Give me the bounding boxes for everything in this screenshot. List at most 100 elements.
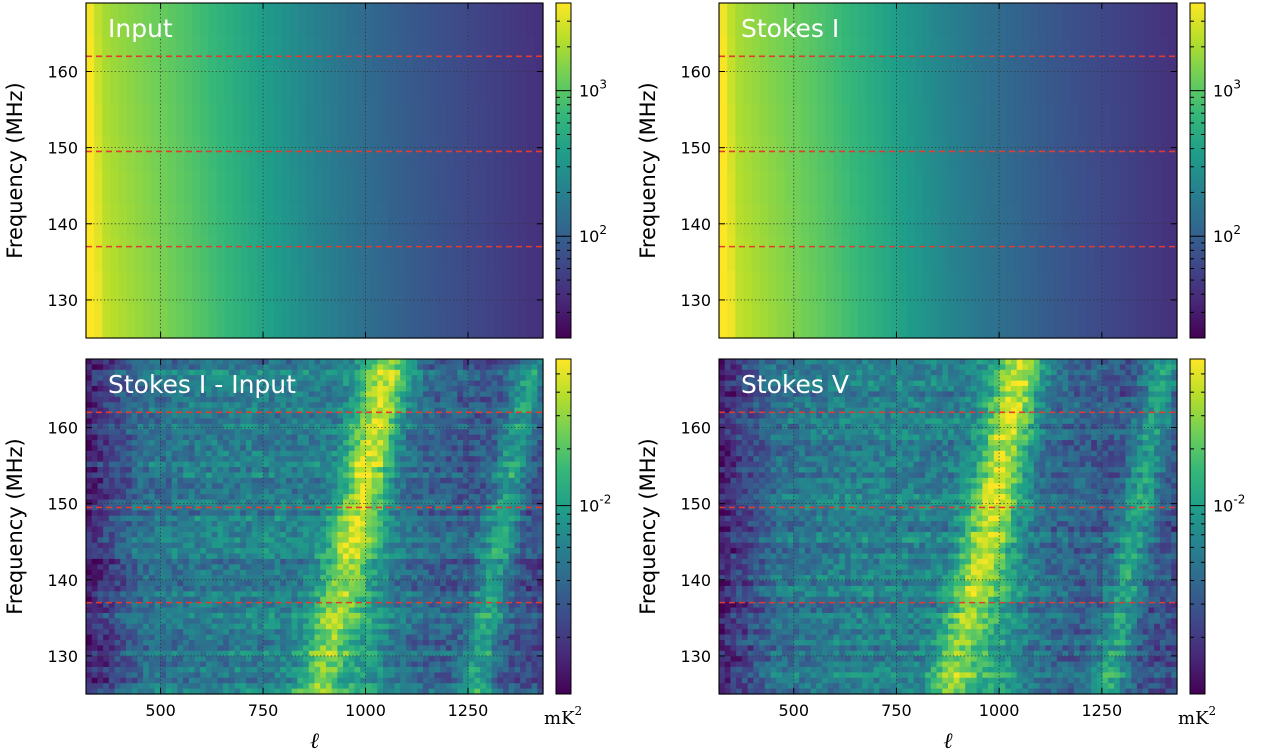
heatmap-cell	[759, 137, 769, 172]
heatmap-cell	[1136, 70, 1145, 105]
heatmap-cell	[1062, 170, 1072, 205]
heatmap-cell	[125, 359, 133, 365]
heatmap-cell	[125, 564, 133, 571]
heatmap-cell	[137, 542, 144, 549]
heatmap-cell	[360, 391, 367, 398]
heatmap-cell	[461, 70, 471, 105]
heatmap-cell	[205, 526, 213, 533]
heatmap-cell	[167, 137, 177, 172]
heatmap-cell	[211, 375, 218, 382]
heatmap-cell	[508, 499, 516, 506]
heatmap-cell	[365, 494, 373, 501]
heatmap-cell	[245, 467, 253, 474]
heatmap-cell	[148, 548, 156, 555]
heatmap-cell	[314, 70, 324, 105]
heatmap-cell	[405, 558, 413, 565]
heatmap-cell	[108, 380, 116, 387]
heatmap-cell	[183, 396, 190, 403]
heatmap-cell	[240, 504, 247, 511]
heatmap-cell	[223, 553, 230, 560]
heatmap-cell	[97, 364, 104, 371]
heatmap-cell	[308, 359, 316, 365]
heatmap-cell	[308, 364, 316, 371]
heatmap-cell	[1070, 237, 1080, 272]
heatmap-cell	[939, 204, 949, 239]
heatmap-cell	[331, 596, 338, 603]
heatmap-cell	[343, 591, 350, 598]
heatmap-cell	[102, 237, 112, 272]
heatmap-cell	[200, 391, 207, 398]
heatmap-cell	[404, 36, 414, 71]
heatmap-cell	[194, 375, 201, 382]
heatmap-cell	[297, 386, 304, 393]
heatmap-cell	[273, 137, 283, 172]
heatmap-cell	[273, 70, 283, 105]
heatmap-cell	[491, 423, 498, 430]
heatmap-cell	[188, 515, 196, 522]
heatmap-cell	[808, 170, 818, 205]
heatmap-cell	[445, 483, 453, 490]
heatmap-cell	[194, 391, 201, 398]
heatmap-cell	[400, 558, 407, 565]
heatmap-cell	[440, 461, 447, 468]
heatmap-cell	[514, 548, 521, 555]
heatmap-cell	[457, 585, 464, 592]
heatmap-cell	[451, 380, 458, 387]
heatmap-cell	[165, 558, 173, 565]
heatmap-cell	[453, 3, 462, 38]
heatmap-cell	[503, 445, 510, 452]
heatmap-cell	[118, 3, 128, 38]
heatmap-cell	[205, 515, 213, 522]
heatmap-cell	[200, 504, 207, 511]
heatmap-cell	[200, 413, 207, 420]
heatmap-cell	[303, 364, 310, 371]
heatmap-cell	[223, 423, 230, 430]
heatmap-cell	[727, 3, 736, 38]
heatmap-cell	[97, 396, 104, 403]
heatmap-cell	[257, 456, 264, 463]
heatmap-cell	[108, 575, 116, 582]
heatmap-cell	[394, 477, 401, 484]
heatmap-cell	[751, 304, 761, 339]
heatmap-cell	[263, 461, 270, 468]
heatmap-cell	[337, 461, 344, 468]
heatmap-cell	[280, 407, 287, 414]
heatmap-cell	[91, 477, 99, 484]
heatmap-cell	[143, 472, 150, 479]
heatmap-cell	[400, 499, 407, 506]
heatmap-cell	[303, 499, 310, 506]
heatmap-cell	[114, 585, 121, 592]
heatmap-cell	[423, 531, 430, 538]
heatmap-cell	[285, 407, 293, 414]
heatmap-cell	[445, 70, 454, 105]
heatmap-cell	[411, 537, 418, 544]
heatmap-cell	[257, 364, 264, 371]
heatmap-cell	[298, 36, 307, 71]
heatmap-cell	[445, 402, 453, 409]
heatmap-cell	[411, 488, 418, 495]
heatmap-cell	[241, 204, 250, 239]
heatmap-cell	[268, 558, 276, 565]
heatmap-cell	[322, 170, 332, 205]
heatmap-cell	[165, 575, 173, 582]
heatmap-cell	[217, 413, 224, 420]
heatmap-cell	[160, 472, 167, 479]
heatmap-cell	[377, 515, 384, 522]
heatmap-cell	[480, 499, 487, 506]
heatmap-cell	[308, 521, 316, 528]
heatmap-cell	[347, 204, 356, 239]
heatmap-cell	[205, 602, 213, 609]
heatmap-cell	[377, 537, 384, 544]
heatmap-cell	[537, 477, 544, 484]
heatmap-cell	[503, 461, 510, 468]
heatmap-cell	[120, 391, 127, 398]
heatmap-cell	[531, 429, 538, 436]
heatmap-cell	[383, 521, 390, 528]
heatmap-cell	[320, 369, 327, 376]
heatmap-cell	[291, 450, 298, 457]
heatmap-cell	[420, 170, 430, 205]
heatmap-cell	[188, 488, 196, 495]
heatmap-cell	[343, 359, 350, 365]
heatmap-cell	[331, 440, 338, 447]
heatmap-cell	[480, 423, 487, 430]
